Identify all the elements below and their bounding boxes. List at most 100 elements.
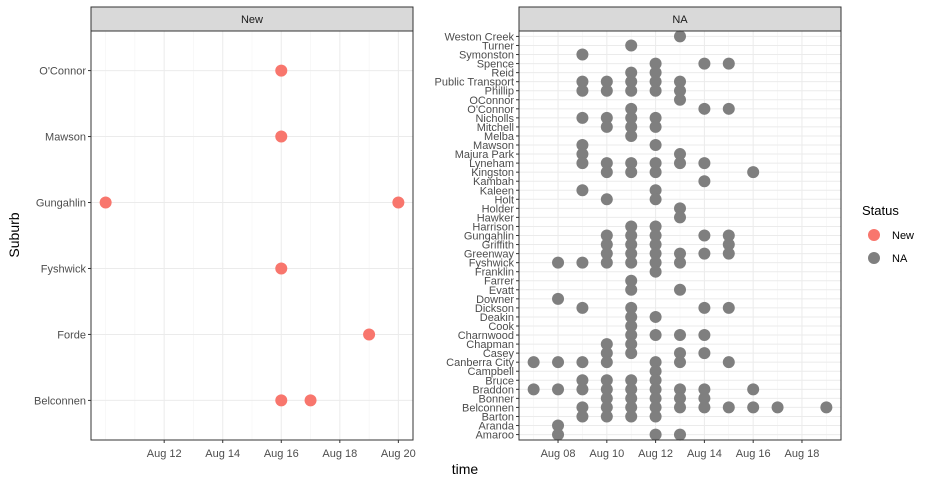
legend-label-new: New	[892, 230, 914, 242]
point-gungahlin-08-12	[649, 229, 662, 242]
points-new	[99, 64, 405, 407]
point-braddon-08-14	[698, 383, 711, 396]
gridlines-new	[91, 31, 413, 440]
x-tick-label-aug-20: Aug 20	[381, 448, 416, 460]
point-fyshwick-08-08	[552, 256, 565, 269]
point-phillip-08-12	[649, 84, 662, 97]
y-axis-ticks-new: Belconnen Forde Fyshwick Gungahlin Mawson O'C…	[34, 66, 91, 407]
point-downer-08-08	[552, 292, 565, 305]
y-tick-label-amaroo: Amaroo	[475, 430, 514, 442]
point-farrer-08-11	[625, 274, 638, 287]
y-tick-label-campbell: Campbell	[468, 366, 514, 378]
y-tick-label-public-transport: Public Transport	[435, 77, 514, 89]
strip-label-na: NA	[672, 14, 688, 26]
point-belconnen-08-15	[722, 401, 735, 414]
point-fyshwick-08-12	[649, 256, 662, 269]
legend-label-na: NA	[892, 253, 908, 265]
y-tick-label-spence: Spence	[477, 59, 514, 71]
point-o-connor-08-14	[698, 102, 711, 115]
point-gungahlin-08-11	[625, 229, 638, 242]
point-barton-08-12	[649, 410, 662, 423]
y-tick-label-o-connor: O'Connor	[39, 66, 86, 78]
point-turner-08-11	[625, 39, 638, 52]
point-braddon-08-12	[649, 383, 662, 396]
point-belconnen-08-10	[600, 401, 613, 414]
point-greenway-08-11	[625, 247, 638, 260]
x-tick-label-aug-16: Aug 16	[736, 448, 771, 460]
point-mitchell-08-11	[625, 120, 638, 133]
point-fyshwick-08-10	[600, 256, 613, 269]
point-nicholls-08-10	[600, 111, 613, 124]
point-braddon-08-11	[625, 383, 638, 396]
point-hawker-08-13	[674, 211, 686, 224]
point-lyneham-08-14	[698, 157, 711, 170]
y-tick-label-gungahlin: Gungahlin	[36, 198, 86, 210]
point-mitchell-08-10	[600, 120, 613, 133]
point-kambah-08-14	[698, 175, 711, 188]
point-evatt-08-13	[674, 283, 686, 296]
point-casey-08-14	[698, 347, 711, 360]
legend-key-new	[868, 229, 880, 241]
point-public-transport-08-13	[674, 75, 686, 88]
point-phillip-08-10	[600, 84, 613, 97]
point-dickson-08-14	[698, 301, 711, 314]
strip-label-new: New	[241, 14, 263, 26]
point-deakin-08-11	[625, 310, 638, 323]
point-canberra-city-08-08	[552, 356, 565, 369]
y-tick-label-bruce: Bruce	[485, 375, 514, 387]
point-fyshwick-08-16	[275, 262, 288, 275]
point-holt-08-10	[600, 193, 613, 206]
y-tick-label-chapman: Chapman	[466, 339, 514, 351]
point-gungahlin-08-20	[392, 196, 405, 209]
point-greenway-08-10	[600, 247, 613, 260]
y-tick-label-harrison: Harrison	[472, 221, 514, 233]
y-tick-label-o-connor: O'Connor	[467, 104, 514, 116]
x-tick-label-aug-08: Aug 08	[541, 448, 576, 460]
point-mawson-08-12	[649, 139, 662, 152]
y-tick-label-canberra-city: Canberra City	[446, 357, 514, 369]
point-canberra-city-08-10	[600, 356, 613, 369]
point-bonner-08-13	[674, 392, 686, 405]
y-tick-label-forde: Forde	[57, 329, 86, 341]
point-kingston-08-10	[600, 166, 613, 179]
y-axis-title: Suburb	[6, 212, 22, 257]
point-canberra-city-08-12	[649, 356, 662, 369]
point-public-transport-08-11	[625, 75, 638, 88]
strip-na	[518, 6, 842, 32]
y-tick-label-lyneham: Lyneham	[469, 158, 514, 170]
point-spence-08-14	[698, 57, 711, 70]
x-axis-ticks-na: Aug 08 Aug 10 Aug 12 Aug 14 Aug 16 Aug 18	[541, 440, 819, 460]
point-reid-08-11	[625, 66, 638, 79]
point-greenway-08-12	[649, 247, 662, 260]
legend-key-na	[868, 252, 880, 264]
y-tick-label-turner: Turner	[482, 40, 514, 52]
point-charnwood-08-12	[649, 329, 662, 342]
y-tick-label-melba: Melba	[484, 131, 515, 143]
point-greenway-08-13	[674, 247, 686, 260]
point-bruce-08-10	[600, 374, 613, 387]
point-majura-park-08-09	[576, 148, 589, 161]
point-bruce-08-11	[625, 374, 638, 387]
point-melba-08-11	[625, 129, 638, 142]
point-chapman-08-10	[600, 338, 613, 351]
point-kaleen-08-09	[576, 184, 589, 197]
point-symonston-08-09	[576, 48, 589, 61]
point-belconnen-08-09	[576, 401, 589, 414]
legend-title: Status	[862, 203, 899, 218]
point-harrison-08-12	[649, 220, 662, 233]
y-tick-label-oconnor: OConnor	[469, 95, 514, 107]
y-tick-label-griffith: Griffith	[482, 240, 514, 252]
point-deakin-08-12	[649, 310, 662, 323]
y-tick-label-charnwood: Charnwood	[458, 330, 514, 342]
y-tick-label-kaleen: Kaleen	[480, 185, 514, 197]
point-gungahlin-08-10	[99, 196, 112, 209]
y-tick-label-mawson: Mawson	[45, 132, 86, 144]
point-fyshwick-08-09	[576, 256, 589, 269]
point-forde-08-19	[363, 328, 376, 341]
point-harrison-08-11	[625, 220, 638, 233]
point-weston-creek-08-13	[674, 30, 686, 43]
y-tick-label-dickson: Dickson	[475, 303, 514, 315]
point-evatt-08-11	[625, 283, 638, 296]
point-belconnen-08-17	[304, 394, 317, 407]
